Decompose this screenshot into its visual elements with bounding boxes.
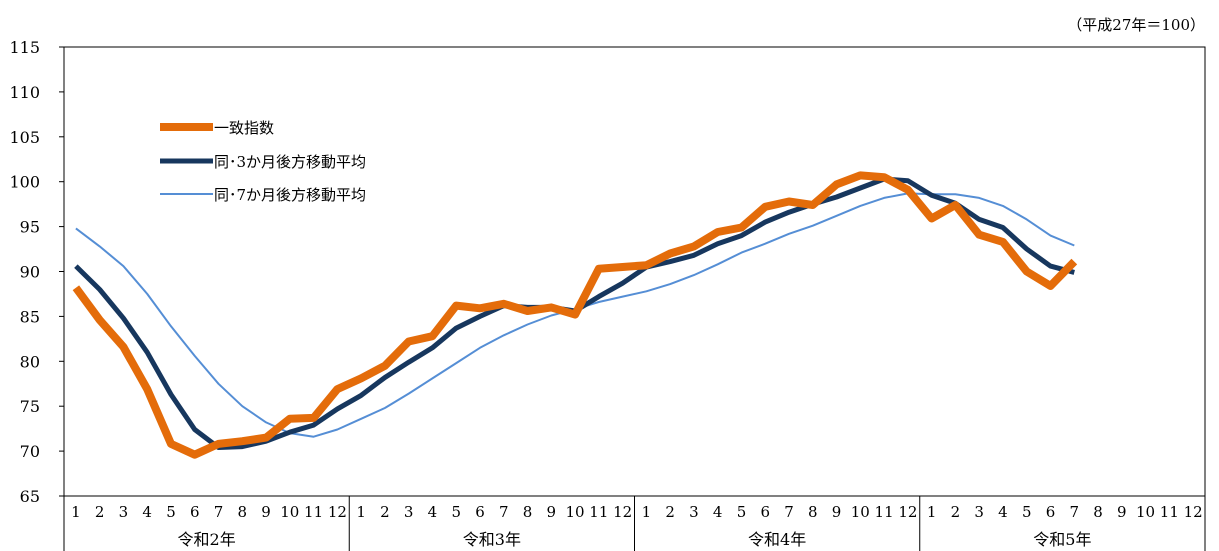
x-tick-label: 11 xyxy=(304,503,323,521)
x-tick-label: 7 xyxy=(499,503,509,521)
y-tick-label: 80 xyxy=(20,352,40,371)
x-tick-label: 3 xyxy=(974,503,984,521)
x-tick-label: 10 xyxy=(851,503,870,521)
y-axis: 65 70 75 80 85 90 95 100 105 110 115 xyxy=(9,38,64,506)
x-tick-label: 12 xyxy=(898,503,917,521)
x-tick-label: 11 xyxy=(589,503,608,521)
x-tick-label: 1 xyxy=(356,503,366,521)
legend-label-2: 同･3か月後方移動平均 xyxy=(214,153,366,171)
x-tick-label: 11 xyxy=(875,503,894,521)
x-tick-label: 9 xyxy=(832,503,842,521)
y-tick-label: 65 xyxy=(20,487,40,506)
x-tick-label: 4 xyxy=(142,503,152,521)
x-tick-label: 10 xyxy=(280,503,299,521)
y-tick-label: 75 xyxy=(20,397,40,416)
x-tick-label: 2 xyxy=(380,503,390,521)
x-tick-label: 2 xyxy=(95,503,105,521)
x-tick-label: 8 xyxy=(1093,503,1103,521)
x-tick-label: 12 xyxy=(1184,503,1203,521)
y-tick-label: 110 xyxy=(9,83,40,102)
x-tick-label: 6 xyxy=(760,503,770,521)
x-tick-label: 10 xyxy=(566,503,585,521)
y-tick-label: 100 xyxy=(9,173,40,192)
x-tick-label: 3 xyxy=(119,503,129,521)
x-tick-label: 5 xyxy=(166,503,176,521)
x-tick-label: 6 xyxy=(1046,503,1056,521)
x-tick-label: 6 xyxy=(475,503,485,521)
x-tick-label: 11 xyxy=(1160,503,1179,521)
x-tick-label: 5 xyxy=(1022,503,1032,521)
x-tick-label: 9 xyxy=(547,503,557,521)
year-group-label: 令和3年 xyxy=(463,530,521,549)
x-tick-label: 12 xyxy=(613,503,632,521)
legend-label-1: 一致指数 xyxy=(214,119,274,137)
x-tick-label: 7 xyxy=(784,503,794,521)
series-line-1 xyxy=(72,171,1078,459)
x-tick-label: 4 xyxy=(428,503,438,521)
x-tick-label: 1 xyxy=(642,503,652,521)
x-tick-label: 7 xyxy=(1069,503,1079,521)
x-tick-label: 4 xyxy=(998,503,1008,521)
year-group-label: 令和4年 xyxy=(748,530,806,549)
x-tick-label: 7 xyxy=(214,503,224,521)
unit-note: （平成27年＝100） xyxy=(1067,16,1205,34)
x-tick-label: 9 xyxy=(1117,503,1127,521)
year-group-label: 令和2年 xyxy=(178,530,236,549)
x-tick-label: 4 xyxy=(713,503,723,521)
x-tick-label: 3 xyxy=(689,503,699,521)
x-tick-label: 12 xyxy=(328,503,347,521)
x-tick-label: 2 xyxy=(665,503,675,521)
x-tick-label: 9 xyxy=(261,503,271,521)
x-tick-label: 2 xyxy=(951,503,961,521)
x-tick-label: 5 xyxy=(737,503,747,521)
y-tick-label: 70 xyxy=(20,442,40,461)
x-tick-label: 5 xyxy=(451,503,461,521)
series-layer xyxy=(72,171,1078,459)
x-tick-label: 1 xyxy=(71,503,81,521)
year-group-label: 令和5年 xyxy=(1033,530,1091,549)
x-tick-label: 8 xyxy=(523,503,533,521)
y-tick-label: 85 xyxy=(20,307,40,326)
x-tick-label: 10 xyxy=(1136,503,1155,521)
y-tick-label: 90 xyxy=(20,263,40,282)
x-tick-label: 8 xyxy=(238,503,248,521)
x-tick-label: 3 xyxy=(404,503,414,521)
x-tick-label: 6 xyxy=(190,503,200,521)
y-tick-label: 105 xyxy=(9,128,40,147)
y-tick-label: 95 xyxy=(20,218,40,237)
x-tick-label: 1 xyxy=(927,503,937,521)
y-tick-label: 115 xyxy=(9,38,40,57)
legend-label-3: 同･7か月後方移動平均 xyxy=(214,186,366,204)
x-tick-label: 8 xyxy=(808,503,818,521)
